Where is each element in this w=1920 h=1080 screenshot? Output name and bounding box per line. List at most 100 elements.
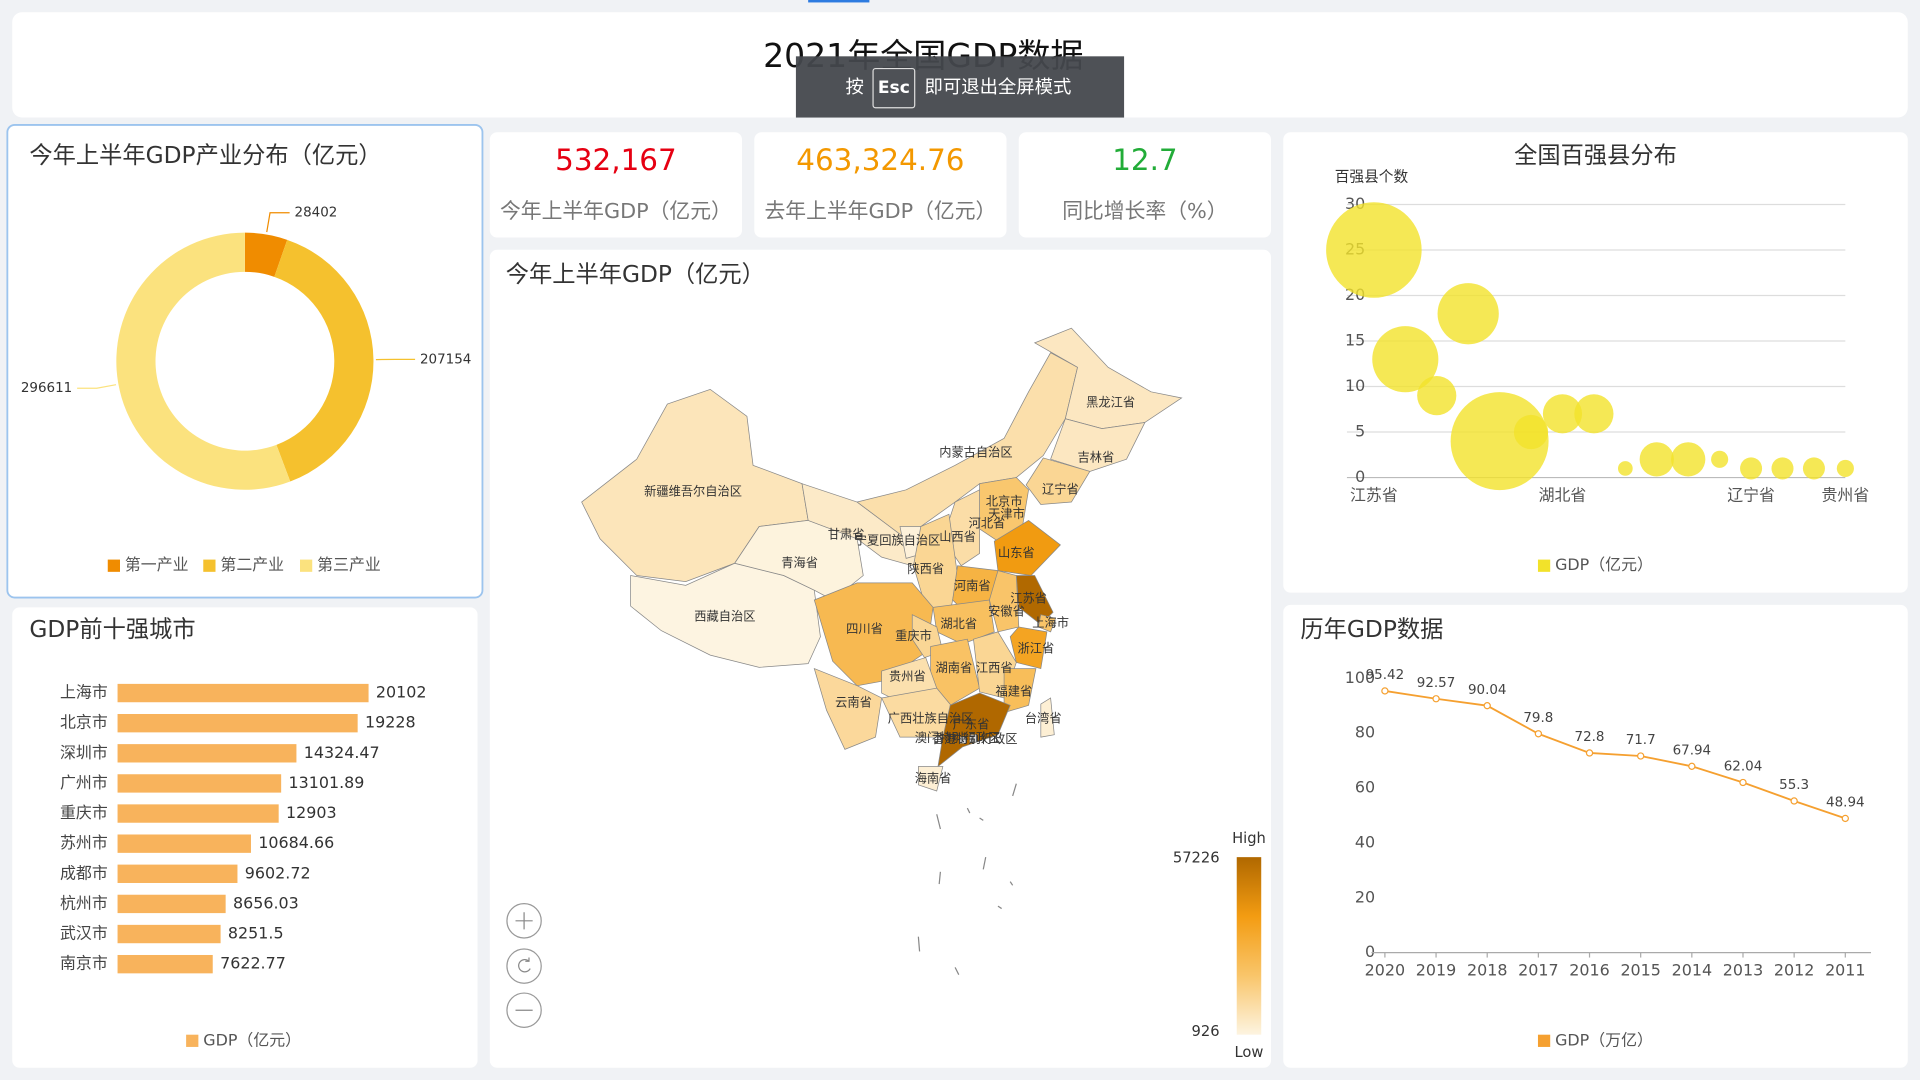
data-label: 7622.77 bbox=[220, 954, 286, 973]
bar bbox=[117, 744, 297, 763]
fullscreen-hint: 按 Esc 即可退出全屏模式 bbox=[795, 56, 1125, 118]
kpi-value: 532,167 bbox=[555, 143, 676, 177]
province-label: 四川省 bbox=[846, 622, 883, 636]
bar bbox=[117, 834, 251, 853]
province-label: 天津市 bbox=[988, 506, 1025, 521]
reset-icon[interactable] bbox=[518, 957, 531, 973]
bubble bbox=[1711, 450, 1729, 468]
province-label: 辽宁省 bbox=[1042, 481, 1079, 496]
kpi-label: 去年上半年GDP（亿元） bbox=[764, 199, 996, 223]
point bbox=[1432, 695, 1440, 703]
province bbox=[959, 736, 967, 744]
zoom-out-button[interactable] bbox=[506, 992, 542, 1028]
province-label: 云南省 bbox=[835, 694, 872, 709]
kpi-label: 同比增长率（%） bbox=[1062, 199, 1227, 223]
bubble bbox=[1372, 326, 1439, 393]
bubble bbox=[1574, 394, 1614, 434]
y-tick-label: 10 bbox=[1345, 376, 1365, 395]
data-label: 13101.89 bbox=[289, 773, 365, 792]
x-tick-label: 2019 bbox=[1416, 961, 1456, 980]
x-tick-label: 湖北省 bbox=[1539, 485, 1587, 504]
province-label: 内蒙古自治区 bbox=[939, 445, 1012, 460]
data-label: 12903 bbox=[286, 803, 337, 822]
province-label: 贵州省 bbox=[889, 670, 926, 684]
x-tick-label: 2017 bbox=[1518, 961, 1558, 980]
province-label: 宁夏回族自治区 bbox=[855, 533, 941, 548]
label-line bbox=[266, 212, 290, 233]
province bbox=[1050, 418, 1146, 472]
label-line bbox=[77, 384, 117, 389]
x-tick-label: 江苏省 bbox=[1350, 485, 1398, 504]
visual-map-bar[interactable] bbox=[1236, 857, 1262, 1035]
zoom-in-button[interactable] bbox=[506, 903, 542, 939]
bar bbox=[117, 774, 282, 793]
reset-button[interactable] bbox=[506, 948, 542, 984]
hint-key: Esc bbox=[878, 78, 910, 98]
data-label: 8251.5 bbox=[228, 924, 284, 943]
data-label: 10684.66 bbox=[258, 833, 334, 852]
province bbox=[1025, 457, 1091, 505]
line bbox=[1384, 690, 1846, 820]
data-label: 9602.72 bbox=[245, 863, 311, 882]
pie-slice bbox=[116, 232, 291, 490]
y-tick-label: 0 bbox=[1365, 942, 1375, 961]
x-tick-label: 2018 bbox=[1467, 961, 1507, 980]
x-tick-label: 辽宁省 bbox=[1727, 485, 1775, 504]
x-tick-label: 贵州省 bbox=[1822, 485, 1870, 504]
y-tick-label: 苏州市 bbox=[60, 833, 108, 852]
province-label: 上海市 bbox=[1032, 615, 1069, 630]
province-label: 江苏省 bbox=[1010, 590, 1047, 605]
y-tick-label: 0 bbox=[1355, 467, 1365, 486]
bubble bbox=[1417, 376, 1457, 416]
province-label: 海南省 bbox=[915, 770, 952, 785]
legend-swatch bbox=[1537, 559, 1551, 572]
legend-label: GDP（亿元） bbox=[1555, 555, 1653, 574]
panel-title: 今年上半年GDP（亿元） bbox=[506, 261, 765, 288]
plus-icon[interactable] bbox=[515, 912, 533, 930]
x-tick-label: 2016 bbox=[1569, 961, 1609, 980]
kpi-value: 463,324.76 bbox=[796, 143, 964, 177]
bar bbox=[117, 804, 279, 823]
point bbox=[1381, 687, 1389, 695]
y-tick-label: 60 bbox=[1355, 778, 1375, 797]
bar bbox=[117, 683, 369, 703]
legend-label: GDP（万亿） bbox=[1555, 1030, 1653, 1049]
data-label: 296611 bbox=[21, 381, 72, 396]
province bbox=[1009, 626, 1048, 670]
hint-key-box bbox=[872, 67, 916, 109]
button-circle[interactable] bbox=[506, 948, 542, 984]
province bbox=[993, 519, 1061, 576]
province bbox=[918, 766, 944, 792]
province-label: 福建省 bbox=[996, 683, 1033, 698]
pie-panel bbox=[6, 123, 484, 599]
province-label: 重庆市 bbox=[895, 628, 932, 643]
province bbox=[969, 734, 978, 743]
province bbox=[1003, 668, 1037, 714]
x-tick-label: 2014 bbox=[1672, 961, 1712, 980]
province-label: 西藏自治区 bbox=[694, 610, 755, 624]
y-tick-label: 重庆市 bbox=[60, 803, 108, 822]
data-label: 79.8 bbox=[1523, 711, 1553, 726]
bubble bbox=[1513, 414, 1549, 450]
bubble bbox=[1326, 202, 1422, 298]
bar bbox=[117, 864, 238, 883]
province-label: 青海省 bbox=[781, 555, 818, 570]
province-label: 新疆维吾尔自治区 bbox=[644, 484, 742, 499]
bar bbox=[117, 714, 358, 733]
bar bbox=[117, 894, 226, 914]
data-label: 67.94 bbox=[1673, 743, 1712, 758]
y-tick-label: 深圳市 bbox=[60, 743, 108, 762]
y-axis-title: 百强县个数 bbox=[1335, 169, 1409, 186]
legend-label: 第一产业 bbox=[125, 555, 189, 574]
x-tick-label: 2011 bbox=[1825, 961, 1865, 980]
province-label: 安徽省 bbox=[988, 604, 1025, 619]
legend-label: 第三产业 bbox=[317, 555, 381, 574]
x-tick-label: 2012 bbox=[1774, 961, 1814, 980]
data-label: 14324.47 bbox=[304, 743, 380, 762]
y-tick-label: 100 bbox=[1345, 668, 1375, 687]
kpi-card bbox=[1018, 132, 1272, 238]
bubble bbox=[1802, 457, 1825, 480]
province-label: 北京市 bbox=[986, 494, 1023, 509]
y-tick-label: 80 bbox=[1355, 723, 1375, 742]
province-label: 浙江省 bbox=[1018, 641, 1055, 655]
